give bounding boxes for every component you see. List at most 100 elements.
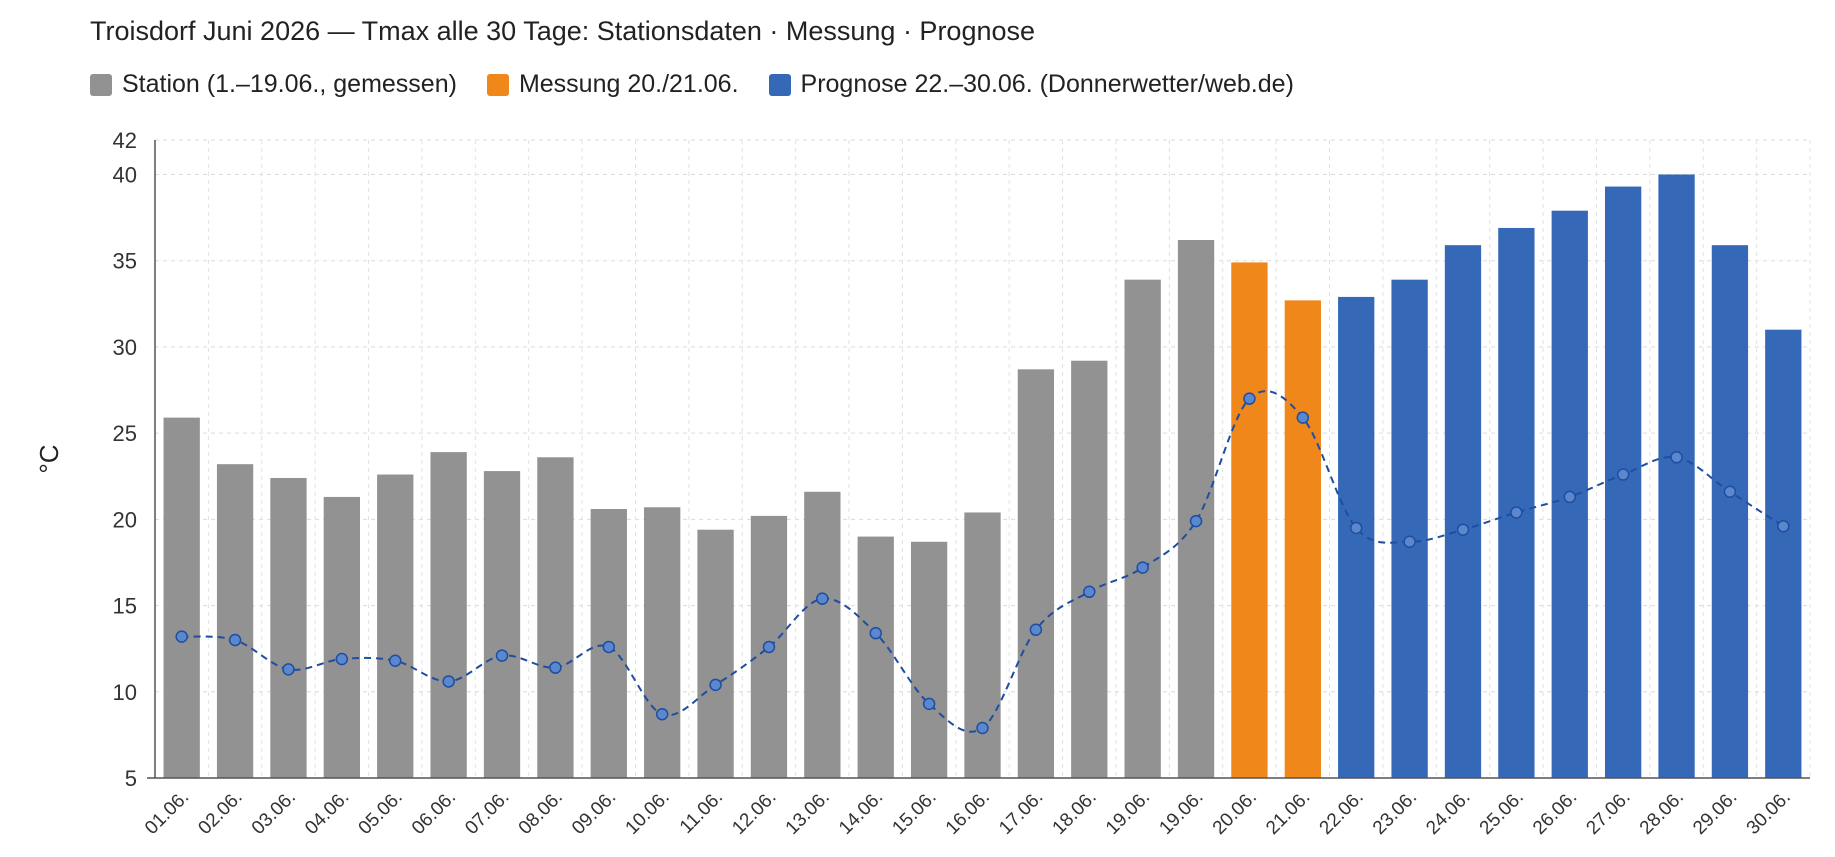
bar (1498, 227, 1535, 778)
line-point (1670, 451, 1683, 464)
bar (964, 512, 1001, 778)
line-point (549, 661, 562, 674)
bar (1658, 174, 1695, 779)
line-point (1029, 623, 1043, 636)
legend-label-prognose: Prognose 22.–30.06. (Donnerwetter/web.de… (800, 70, 1294, 98)
legend-label-messung: Messung 20./21.06. (518, 70, 739, 98)
bar (1177, 240, 1215, 778)
bar (377, 474, 414, 778)
line-point (762, 640, 776, 654)
bar (1231, 262, 1268, 779)
line-point (1189, 514, 1203, 528)
line-point (602, 640, 616, 654)
x-tick-label: 23.06. (1369, 787, 1421, 839)
line-point (388, 654, 402, 667)
bar (1604, 186, 1642, 778)
line-point (709, 678, 722, 692)
legend-item-messung[interactable]: Messung 20./21.06. (486, 70, 739, 99)
line-layer (175, 390, 1790, 735)
bar (1071, 360, 1108, 778)
bar (430, 452, 467, 778)
y-tick-label: 42 (113, 128, 137, 153)
y-tick-label: 20 (113, 507, 137, 532)
y-tick-label: 25 (113, 421, 137, 446)
legend-swatch-prognose (768, 73, 791, 96)
x-tick-label: 11.06. (676, 787, 727, 838)
bar (537, 457, 574, 778)
y-tick-label: 35 (113, 249, 137, 274)
line-point (1296, 411, 1310, 424)
bar (1444, 245, 1482, 778)
line-point (442, 675, 455, 688)
line-point (1723, 485, 1737, 499)
legend-label-station: Station (1.–19.06., gemessen) (122, 70, 457, 98)
bar (163, 417, 200, 778)
series-line (181, 390, 1784, 733)
bar (910, 541, 948, 778)
line-point (1349, 521, 1363, 535)
x-tick-label: 09.06. (568, 787, 620, 839)
line-point (1777, 519, 1790, 533)
line-point (869, 626, 882, 640)
line-point (1136, 561, 1149, 574)
x-tick-label: 04.06. (301, 787, 353, 839)
x-tick-label: 07.06. (461, 787, 513, 839)
bar (804, 491, 841, 778)
y-tick-label: 5 (125, 766, 137, 791)
bar (1124, 279, 1161, 778)
x-tick-label: 19.06. (1102, 787, 1154, 839)
line-point (175, 630, 188, 643)
chart-title: Troisdorf Juni 2026 — Tmax alle 30 Tage:… (90, 16, 1036, 46)
x-tick-label: 08.06. (515, 787, 567, 839)
y-tick-label: 30 (113, 335, 137, 360)
bar (857, 536, 894, 778)
line-point (282, 663, 295, 676)
x-tick-label: 22.06. (1316, 787, 1368, 839)
legend-item-prognose[interactable]: Prognose 22.–30.06. (Donnerwetter/web.de… (768, 70, 1294, 99)
bar (483, 471, 521, 778)
x-tick-label: 02.06. (194, 787, 246, 839)
x-tick-label: 15.06. (888, 787, 940, 839)
line-point (922, 697, 936, 711)
x-tick-label: 28.06. (1636, 787, 1688, 839)
x-tick-label: 03.06. (248, 787, 300, 839)
x-tick-label: 25.06. (1476, 787, 1528, 839)
line-point (1616, 468, 1630, 481)
legend-item-station[interactable]: Station (1.–19.06., gemessen) (90, 70, 457, 99)
x-tick-label: 10.06. (622, 787, 674, 839)
x-tick-label: 16.06. (942, 787, 994, 839)
y-axis-label: °C (34, 444, 64, 473)
bar (1711, 245, 1749, 778)
bar (216, 464, 254, 778)
x-tick-label: 05.06. (355, 787, 407, 839)
x-tick-label: 19.06. (1155, 787, 1207, 839)
bar (1017, 369, 1055, 778)
x-tick-label: 17.06. (995, 787, 1047, 839)
x-tick-label: 24.06. (1422, 787, 1474, 839)
line-point (1563, 490, 1577, 504)
line-point (976, 721, 989, 735)
line-point (228, 633, 242, 647)
x-tick-label: 18.06. (1049, 787, 1101, 839)
x-tick-label: 06.06. (408, 787, 460, 839)
x-tick-label: 29.06. (1689, 787, 1741, 839)
chart-legend: Station (1.–19.06., gemessen) Messung 20… (90, 70, 1294, 99)
axis-layer (147, 140, 1810, 779)
bar (1391, 279, 1428, 778)
x-tick-label: 26.06. (1529, 787, 1581, 839)
bar-layer (163, 174, 1802, 779)
x-tick-label: 30.06. (1743, 787, 1795, 839)
line-point (1243, 392, 1256, 405)
x-tick-label: 21.06. (1262, 787, 1314, 839)
x-tick-label: 13.06. (782, 787, 834, 839)
bar (644, 507, 681, 778)
x-tick-label: 12.06. (728, 787, 780, 839)
line-point (1456, 523, 1470, 536)
line-point (1083, 585, 1096, 599)
line-point (1510, 506, 1523, 519)
x-tick-label: 01.06. (141, 787, 193, 839)
line-point (495, 649, 509, 662)
bar (323, 496, 361, 778)
line-point (816, 592, 829, 605)
